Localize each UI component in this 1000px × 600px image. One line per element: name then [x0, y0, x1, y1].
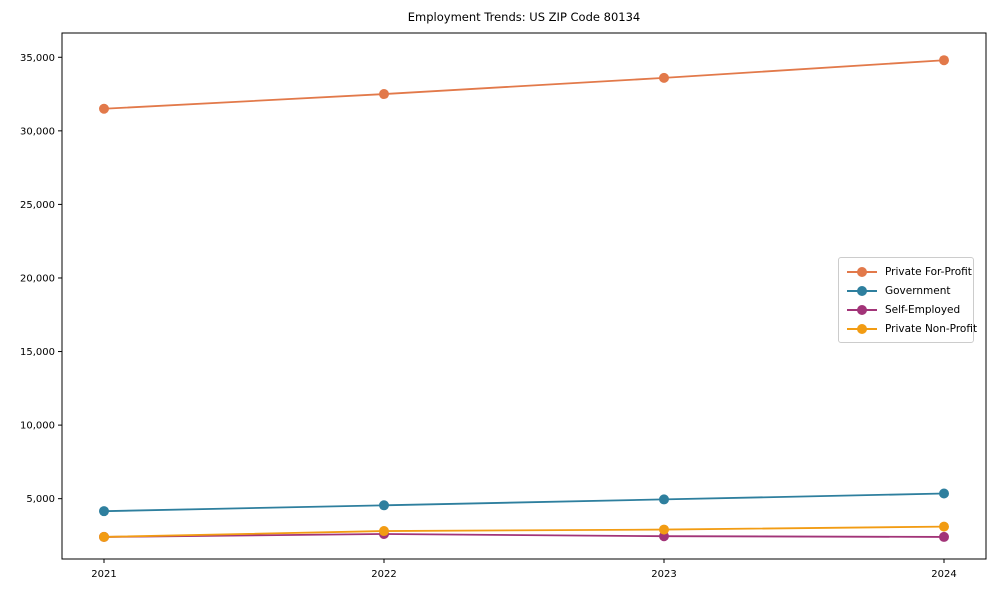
y-tick-label: 5,000	[26, 494, 55, 505]
series-marker-private-for-profit	[659, 72, 669, 83]
x-tick-label: 2022	[371, 569, 396, 580]
legend-marker-icon	[847, 304, 877, 315]
legend-dot	[857, 285, 867, 296]
legend-label: Private Non-Profit	[885, 322, 978, 335]
y-tick-label: 15,000	[20, 347, 55, 358]
series-marker-private-non-profit	[659, 524, 669, 535]
series-marker-private-non-profit	[99, 531, 109, 542]
series-marker-government	[99, 506, 109, 517]
series-line-private-non-profit	[103, 525, 945, 538]
series-marker-private-for-profit	[939, 55, 949, 66]
y-tick-label: 35,000	[20, 53, 55, 64]
legend-item-government: Government	[847, 281, 967, 300]
legend-label: Self-Employed	[885, 303, 961, 316]
legend-label: Private For-Profit	[885, 265, 972, 278]
series-line-private-for-profit	[103, 59, 945, 110]
legend-dot	[857, 266, 867, 277]
series-line-self-employed	[103, 533, 945, 538]
legend-item-private-non-profit: Private Non-Profit	[847, 319, 977, 338]
chart-title: Employment Trends: US ZIP Code 80134	[407, 10, 641, 24]
series-marker-private-non-profit	[379, 526, 389, 537]
legend-dot	[857, 323, 867, 334]
legend: Private For-Profit Government Self-Employe…	[838, 257, 977, 343]
series-marker-government	[379, 500, 389, 511]
series-marker-private-non-profit	[939, 521, 949, 532]
series-marker-government	[939, 488, 949, 499]
legend-dot	[857, 304, 867, 315]
legend-label: Government	[885, 284, 951, 297]
y-tick-label: 20,000	[20, 273, 55, 284]
series-marker-private-for-profit	[99, 103, 109, 114]
legend-marker-icon	[847, 266, 877, 277]
legend-item-private-for-profit: Private For-Profit	[847, 262, 972, 281]
x-tick-label: 2024	[931, 569, 956, 580]
legend-marker-icon	[847, 285, 877, 296]
legend-marker-icon	[847, 323, 877, 334]
x-tick-label: 2023	[651, 569, 676, 580]
y-tick-label: 25,000	[20, 200, 55, 211]
axes-spines	[61, 32, 987, 560]
series-line-government	[103, 492, 945, 513]
y-tick-label: 10,000	[20, 421, 55, 432]
x-tick-label: 2021	[91, 569, 116, 580]
y-tick-label: 30,000	[20, 126, 55, 137]
series-marker-self-employed	[939, 531, 949, 542]
series-marker-government	[659, 494, 669, 505]
legend-item-self-employed: Self-Employed	[847, 300, 967, 319]
series-marker-private-for-profit	[379, 89, 389, 100]
